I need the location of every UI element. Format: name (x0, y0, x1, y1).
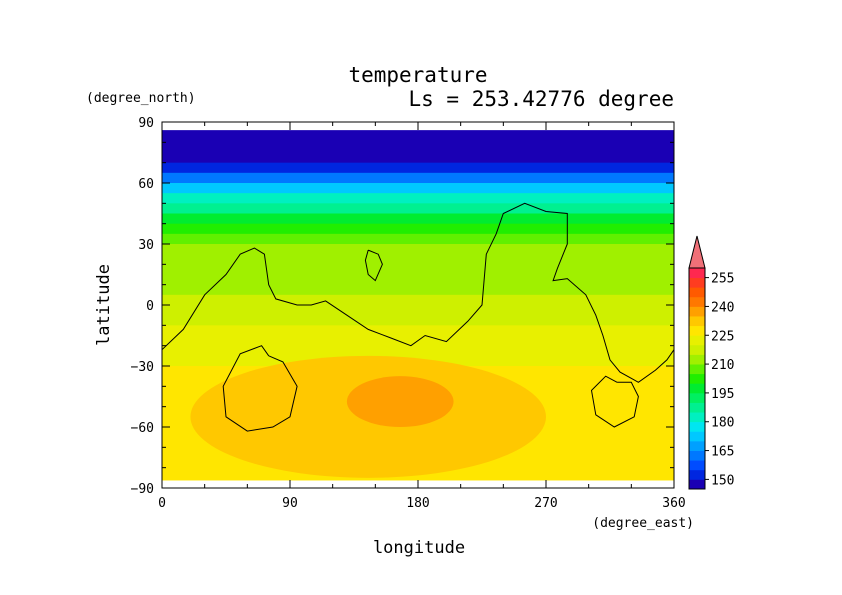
colorbar-swatch (689, 373, 705, 384)
colorbar-swatch (689, 479, 705, 490)
colorbar-swatch (689, 450, 705, 461)
field-band (162, 325, 674, 347)
field-band (162, 183, 674, 194)
field-band (162, 162, 674, 174)
colorbar-swatch (689, 325, 705, 336)
y-tick-label: 30 (138, 238, 154, 253)
colorbar-label: 195 (711, 387, 734, 402)
colorbar-label: 225 (711, 329, 734, 344)
contour-line (161, 202, 675, 383)
field-band (162, 203, 674, 215)
field-band (162, 244, 674, 265)
colorbar-swatch (689, 316, 705, 327)
colorbar-label: 165 (711, 445, 734, 460)
x-axis-unit: (degree_east) (592, 516, 694, 531)
field-band (162, 172, 674, 184)
colorbar-swatch (689, 392, 705, 403)
colorbar-label: 240 (711, 300, 734, 315)
y-tick-label: 90 (138, 116, 154, 131)
y-tick-label: 0 (146, 299, 154, 314)
y-tick-label: −30 (131, 360, 154, 375)
x-tick-label: 360 (662, 496, 685, 511)
field-band (162, 223, 674, 235)
temperature-field (162, 130, 674, 481)
y-tick-label: 60 (138, 177, 154, 192)
y-axis-label: latitude (94, 264, 114, 346)
colorbar-swatch (689, 402, 705, 413)
x-tick-label: 180 (406, 496, 429, 511)
y-tick-label: −60 (131, 421, 154, 436)
colorbar-swatch (689, 277, 705, 288)
colorbar-label: 210 (711, 358, 734, 373)
x-tick-label: 90 (282, 496, 298, 511)
colorbar-swatch (689, 364, 705, 375)
colorbar-swatch (689, 268, 705, 279)
colorbar-swatch (689, 383, 705, 394)
field-band (162, 193, 674, 204)
colorbar-swatch (689, 344, 705, 355)
colorbar-swatch (689, 469, 705, 480)
field-band (162, 345, 674, 367)
field-band (162, 294, 674, 326)
colorbar: 150 165 180 195 210 225 240 255 (688, 235, 734, 490)
colorbar-label: 180 (711, 416, 734, 431)
chart-subtitle: Ls = 253.42776 degree (408, 87, 674, 111)
field-band (162, 264, 674, 296)
contour-line (590, 375, 639, 428)
colorbar-swatch (689, 412, 705, 423)
warm-region (346, 376, 454, 428)
colorbar-swatch (689, 306, 705, 317)
colorbar-swatch (689, 460, 705, 471)
colorbar-swatch (689, 440, 705, 451)
colorbar-swatch (689, 287, 705, 298)
field-band (162, 130, 674, 164)
colorbar-label: 255 (711, 272, 734, 287)
colorbar-extend-arrow (688, 235, 706, 269)
contour-line (222, 345, 298, 432)
contour-lines (161, 202, 675, 432)
colorbar-swatch (689, 431, 705, 442)
contour-line (364, 249, 383, 282)
x-tick-label: 0 (158, 496, 166, 511)
colorbar-swatch (689, 296, 705, 307)
colorbar-swatch (689, 421, 705, 432)
axis-ticks: 0 90 180 270 360 90 60 30 0 −30 −60 −90 (131, 116, 686, 511)
x-tick-label: 270 (534, 496, 557, 511)
field-band (162, 213, 674, 225)
x-axis-label: longitude (373, 538, 465, 558)
y-axis-unit: (degree_north) (86, 91, 196, 106)
field-band (162, 233, 674, 245)
colorbar-label: 150 (711, 473, 734, 488)
y-tick-label: −90 (131, 482, 154, 497)
colorbar-swatch (689, 354, 705, 365)
chart-title: temperature (348, 63, 487, 87)
colorbar-swatch (689, 335, 705, 346)
